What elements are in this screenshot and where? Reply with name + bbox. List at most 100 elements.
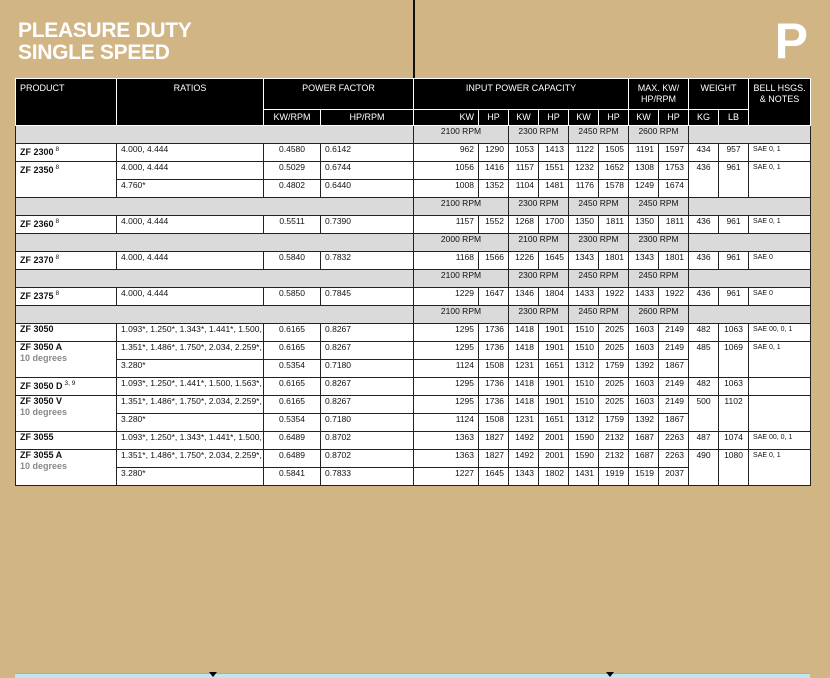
hp-value: 1481 bbox=[538, 179, 569, 198]
product-subtitle: 10 degrees bbox=[20, 353, 68, 363]
table-row: ZF 3050 1.093*, 1.250*, 1.343*, 1.441*, 1… bbox=[15, 323, 812, 342]
kw-value: 1418 bbox=[508, 395, 539, 414]
hp-value: 2001 bbox=[538, 431, 569, 450]
weight-kg: 434 bbox=[688, 143, 720, 162]
table-row: 3.280* 0.5841 0.7833 1227 1645 1343 1802 1431 19… bbox=[16, 467, 811, 486]
header-weight: WEIGHT bbox=[688, 78, 750, 110]
rpm-spacer bbox=[15, 125, 414, 144]
footnote-ref: 8 bbox=[55, 254, 60, 261]
product-subtitle: 10 degrees bbox=[20, 407, 68, 417]
hp-value: 2025 bbox=[597, 323, 630, 342]
weight-lb: 1069 bbox=[718, 341, 750, 378]
hp-value: 1736 bbox=[478, 341, 509, 360]
header-lb: LB bbox=[718, 109, 750, 126]
ratios: 1.093*, 1.250*, 1.343*, 1.441*, 1.500, 1… bbox=[116, 431, 264, 450]
bell-housing-notes: SAE 0, 1 bbox=[748, 449, 812, 486]
rpm-spacer bbox=[688, 125, 812, 144]
hp-rpm: 0.7845 bbox=[320, 287, 414, 306]
product-subtitle: 10 degrees bbox=[20, 461, 68, 471]
rpm-spacer bbox=[15, 305, 414, 324]
hp-value: 1651 bbox=[538, 359, 569, 378]
header-hp: HP bbox=[538, 109, 569, 126]
hp-rpm: 0.6744 bbox=[320, 161, 414, 180]
kw-rpm: 0.5841 bbox=[263, 467, 321, 486]
hp-value: 1867 bbox=[658, 413, 690, 432]
hp-rpm: 0.8702 bbox=[320, 449, 414, 468]
weight-lb: 1063 bbox=[718, 377, 750, 396]
kw-value: 1492 bbox=[508, 449, 539, 468]
kw-rpm: 0.5029 bbox=[263, 161, 321, 180]
kw-value: 1056 bbox=[413, 161, 479, 180]
kw-value: 1431 bbox=[568, 467, 599, 486]
header-max-hp: HP bbox=[658, 109, 690, 126]
hp-rpm: 0.7180 bbox=[320, 359, 414, 378]
kw-value: 1312 bbox=[568, 413, 599, 432]
weight-kg: 482 bbox=[688, 323, 720, 342]
hp-rpm: 0.7832 bbox=[320, 251, 414, 270]
weight-lb: 1102 bbox=[718, 395, 750, 432]
header-hp-rpm: HP/RPM bbox=[320, 109, 414, 126]
hp-value: 1759 bbox=[597, 359, 630, 378]
table-row: ZF 3050 A 10 degrees 1.351*, 1.486*, 1.750… bbox=[15, 341, 812, 378]
kw-value: 1249 bbox=[628, 179, 660, 198]
kw-value: 1104 bbox=[508, 179, 539, 198]
bell-housing-notes: SAE 0, 1 bbox=[748, 143, 812, 162]
product-cell: ZF 3050 D 3, 9 bbox=[15, 377, 117, 396]
rpm-label: 2450 RPM bbox=[628, 197, 690, 216]
page-title: PLEASURE DUTY SINGLE SPEED bbox=[18, 20, 192, 64]
weight-kg: 485 bbox=[688, 341, 720, 378]
hp-value: 1922 bbox=[658, 287, 690, 306]
kw-rpm: 0.6489 bbox=[263, 431, 321, 450]
ratios: 1.093*, 1.250*, 1.441*, 1.500, 1.563*, 1… bbox=[116, 377, 264, 396]
bell-housing-notes bbox=[748, 377, 812, 396]
hp-rpm: 0.8267 bbox=[320, 395, 414, 414]
kw-value: 1363 bbox=[413, 431, 479, 450]
hp-value: 1651 bbox=[538, 413, 569, 432]
hp-value: 1811 bbox=[597, 215, 630, 234]
hp-value: 1901 bbox=[538, 341, 569, 360]
kw-value: 1295 bbox=[413, 341, 479, 360]
rpm-row: 2100 RPM 2300 RPM 2450 RPM 2600 RPM bbox=[15, 125, 812, 144]
ratios: 4.000, 4.444 bbox=[116, 287, 264, 306]
hp-value: 1674 bbox=[658, 179, 690, 198]
table-row: ZF 3050 V 10 degrees 1.351*, 1.486*, 1.750… bbox=[15, 395, 812, 432]
kw-value: 1312 bbox=[568, 359, 599, 378]
rpm-label: 2100 RPM bbox=[413, 125, 509, 144]
hp-value: 1645 bbox=[538, 251, 569, 270]
kw-value: 1603 bbox=[628, 395, 660, 414]
weight-kg: 436 bbox=[688, 161, 720, 198]
footnote-ref: 3, 9 bbox=[64, 380, 76, 387]
rpm-spacer bbox=[15, 197, 414, 216]
kw-value: 1232 bbox=[568, 161, 599, 180]
kw-value: 1268 bbox=[508, 215, 539, 234]
product-cell: ZF 2300 8 bbox=[15, 143, 117, 162]
table-row: ZF 2300 8 4.000, 4.444 0.4580 0.6142 962 1290 1… bbox=[15, 143, 812, 162]
product-cell: ZF 3050 V 10 degrees bbox=[15, 395, 117, 432]
arrow-down-icon bbox=[209, 672, 217, 677]
weight-lb: 961 bbox=[718, 161, 750, 198]
rpm-row: 2000 RPM 2100 RPM 2300 RPM 2300 RPM bbox=[15, 233, 812, 252]
hp-value: 1505 bbox=[597, 143, 630, 162]
kw-value: 1418 bbox=[508, 323, 539, 342]
kw-value: 1433 bbox=[628, 287, 660, 306]
rpm-label: 2300 RPM bbox=[567, 233, 630, 252]
bell-housing-notes: SAE 0, 1 bbox=[748, 161, 812, 198]
weight-lb: 957 bbox=[718, 143, 750, 162]
kw-value: 1295 bbox=[413, 395, 479, 414]
header-hp: HP bbox=[478, 109, 509, 126]
kw-rpm: 0.5354 bbox=[263, 359, 321, 378]
kw-value: 1124 bbox=[413, 359, 479, 378]
header-ratios: RATIOS bbox=[116, 78, 264, 126]
header-kw: KW bbox=[508, 109, 539, 126]
hp-value: 1647 bbox=[478, 287, 509, 306]
product-name: ZF 3050 V bbox=[20, 396, 63, 407]
hp-value: 1802 bbox=[538, 467, 569, 486]
rpm-label: 2100 RPM bbox=[413, 197, 509, 216]
ratios: 4.000, 4.444 bbox=[116, 251, 264, 270]
kw-value: 962 bbox=[413, 143, 479, 162]
hp-rpm: 0.7180 bbox=[320, 413, 414, 432]
weight-kg: 487 bbox=[688, 431, 720, 450]
header-kg: KG bbox=[688, 109, 720, 126]
hp-value: 1413 bbox=[538, 143, 569, 162]
product-name: ZF 3055 bbox=[20, 432, 54, 443]
